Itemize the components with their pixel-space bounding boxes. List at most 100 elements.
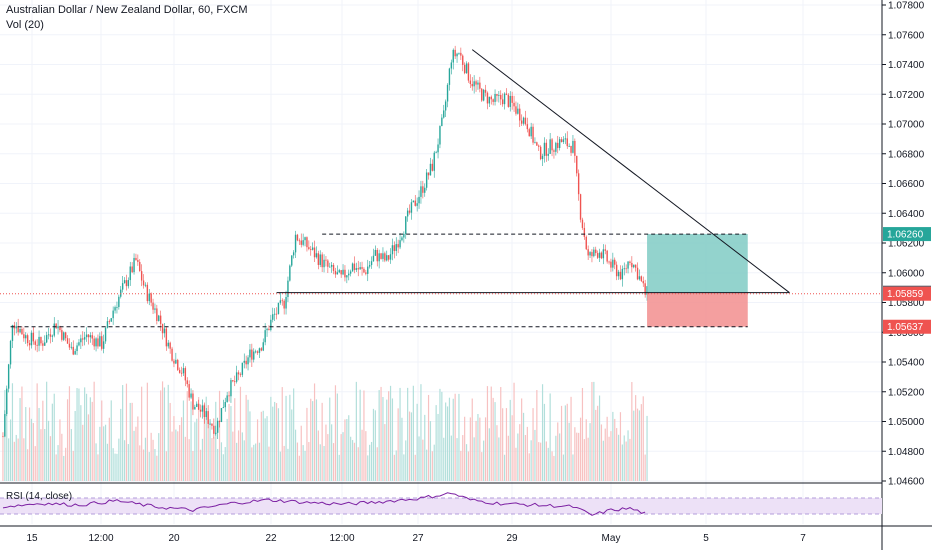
volume-bar xyxy=(253,444,255,481)
volume-bar xyxy=(275,403,278,481)
volume-bar xyxy=(399,387,401,481)
volume-bar xyxy=(395,450,397,481)
volume-bar xyxy=(165,451,167,481)
candle-body xyxy=(355,268,358,270)
volume-bar xyxy=(389,385,392,481)
price-tick-label: 1.06000 xyxy=(888,268,925,279)
candle-body xyxy=(543,142,546,156)
candle-body xyxy=(425,172,428,188)
volume-indicator-label[interactable]: Vol (20) xyxy=(6,19,44,31)
candle-body xyxy=(283,300,285,309)
volume-bar xyxy=(93,381,95,481)
volume-bar xyxy=(329,397,331,481)
candle-body xyxy=(534,142,536,144)
volume-bar xyxy=(255,443,257,481)
volume-bar xyxy=(484,417,487,481)
candle-body xyxy=(93,338,95,347)
candle-body xyxy=(85,334,88,338)
candle-body xyxy=(486,92,489,104)
candle-body xyxy=(135,257,137,261)
candle-body xyxy=(519,108,521,121)
rsi-label: RSI (14, close) xyxy=(6,491,72,502)
volume-bar xyxy=(49,436,52,481)
volume-bar xyxy=(351,440,354,481)
volume-bar xyxy=(158,433,160,481)
candle-body xyxy=(161,323,164,334)
candle-body xyxy=(239,374,242,376)
rsi-line xyxy=(2,492,646,516)
volume-bar xyxy=(473,437,475,481)
candle-body xyxy=(389,254,392,260)
candle-body xyxy=(17,326,19,333)
volume-bar xyxy=(401,417,403,481)
volume-bar xyxy=(378,390,380,481)
volume-bar xyxy=(179,425,181,481)
volume-bar xyxy=(154,449,156,481)
volume-bar xyxy=(338,454,340,481)
volume-bar xyxy=(224,447,226,481)
candle-body xyxy=(91,335,93,339)
volume-bar xyxy=(15,434,17,481)
candle-body xyxy=(454,49,456,57)
candle-body xyxy=(36,344,38,346)
candle-body xyxy=(270,319,272,331)
candle-body xyxy=(410,202,413,213)
volume-bar xyxy=(302,445,304,481)
candle-body xyxy=(638,276,641,280)
candle-body xyxy=(420,186,422,197)
volume-bar xyxy=(142,449,145,481)
candle-body xyxy=(129,266,131,281)
candle-body xyxy=(524,117,527,125)
candle-body xyxy=(218,420,221,422)
volume-bar xyxy=(481,452,483,481)
candle-body xyxy=(205,411,207,418)
volume-bar xyxy=(422,439,424,481)
price-tick-label: 1.07600 xyxy=(888,30,925,41)
volume-bar xyxy=(483,440,485,481)
symbol-title[interactable]: Australian Dollar / New Zealand Dollar, … xyxy=(6,4,248,16)
candle-body xyxy=(636,267,639,280)
volume-bar xyxy=(528,453,530,481)
volume-bar xyxy=(441,391,443,481)
volume-bar xyxy=(123,440,126,481)
stop-price-tag-bg xyxy=(883,319,931,334)
candle-body xyxy=(152,302,154,310)
volume-bar xyxy=(426,449,428,481)
volume-bar xyxy=(87,414,90,481)
price-tick-label: 1.06800 xyxy=(888,149,925,160)
volume-bar xyxy=(171,431,173,481)
candle-body xyxy=(642,281,644,284)
candle-body xyxy=(30,332,33,346)
volume-bar xyxy=(492,397,494,481)
volume-bar xyxy=(118,438,120,481)
volume-bar xyxy=(361,429,363,481)
volume-bar xyxy=(13,441,15,481)
candle-body xyxy=(627,261,629,269)
trendline xyxy=(471,49,790,294)
volume-bar xyxy=(103,426,105,481)
candle-body xyxy=(422,186,424,193)
volume-bar xyxy=(578,432,580,481)
volume-bar xyxy=(80,405,82,481)
candle-body xyxy=(279,300,282,303)
volume-bar xyxy=(616,428,618,481)
volume-bar xyxy=(188,439,190,481)
candle-body xyxy=(427,172,430,176)
volume-bar xyxy=(597,405,599,481)
candle-body xyxy=(424,187,426,193)
candle-body xyxy=(591,252,593,257)
candle-body xyxy=(384,253,386,261)
price-tick-label: 1.04600 xyxy=(888,477,925,488)
candle-body xyxy=(118,296,120,308)
candle-body xyxy=(332,264,335,271)
volume-bar xyxy=(42,400,44,481)
candle-body xyxy=(465,63,468,74)
volume-bar xyxy=(581,387,584,481)
price-tick-label: 1.05200 xyxy=(888,387,925,398)
volume-bar xyxy=(173,416,175,481)
volume-bar xyxy=(74,410,76,481)
volume-bar xyxy=(591,381,593,481)
candle-body xyxy=(452,49,454,63)
